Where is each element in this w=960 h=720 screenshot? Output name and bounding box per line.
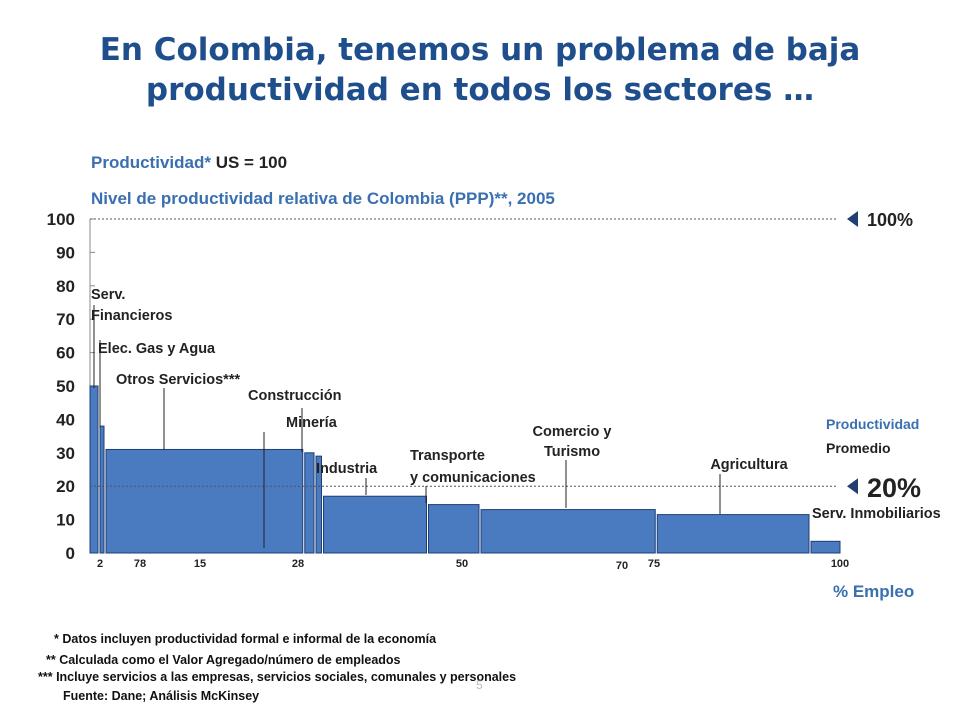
slide-title: En Colombia, tenemos un problema de baja…	[40, 30, 920, 110]
bar-label: Otros Servicios***	[116, 372, 240, 388]
footnote-source: Fuente: Dane; Análisis McKinsey	[63, 689, 260, 703]
footnote-2: ** Calculada como el Valor Agregado/núme…	[46, 653, 401, 667]
footnote-1: * Datos incluyen productividad formal e …	[54, 632, 437, 646]
y-tick-label: 50	[56, 377, 75, 396]
reference-caption-line-2: Promedio	[826, 440, 891, 456]
bar-label: y comunicaciones	[410, 470, 536, 486]
reference-label-100: 100%	[867, 210, 913, 230]
reference-label-20: 20%	[867, 473, 921, 503]
reference-arrow-20-icon	[847, 478, 858, 495]
title-line-2: productividad en todos los sectores …	[145, 72, 815, 108]
bar-label: Financieros	[91, 308, 172, 324]
y-tick-label: 10	[56, 511, 75, 530]
bar-serv-financieros	[89, 385, 99, 554]
y-tick-label: 80	[56, 277, 75, 296]
y-tick-label: 90	[56, 243, 75, 262]
bar-construcci-n	[304, 452, 315, 554]
bar-label: Industria	[316, 461, 378, 477]
subtitle-productivity-label: Productividad*	[91, 153, 211, 172]
bar-elec-gas-y-agua	[99, 425, 105, 554]
bar-label: Elec. Gas y Agua	[98, 341, 216, 357]
bar-miner-a	[315, 455, 322, 554]
subtitle-productivity-value: US = 100	[215, 153, 288, 172]
bar-label: Construcción	[248, 388, 341, 404]
x-tick-label: 50	[456, 558, 468, 570]
x-tick-label: 100	[831, 558, 849, 570]
bar-label: Serv.	[91, 287, 125, 303]
y-tick-label: 20	[56, 477, 75, 496]
x-tick-label: 78	[134, 558, 146, 570]
reference-arrow-100-icon	[847, 211, 858, 227]
bar-transporte-y-comunicaciones	[428, 504, 480, 554]
x-tick-label: 75	[648, 558, 660, 570]
bar-otros-servicios	[105, 448, 304, 554]
x-tick-label: 15	[194, 558, 206, 570]
footnote-3: *** Incluye servicios a las empresas, se…	[38, 670, 517, 684]
bar-agricultura	[656, 514, 810, 554]
y-tick-label: 0	[66, 544, 75, 563]
bar-label: Turismo	[544, 444, 600, 460]
bar-serv-inmobiliarios	[810, 540, 841, 554]
bar-label: Transporte	[410, 448, 485, 464]
y-tick-label: 100	[47, 210, 75, 229]
slide-number: 5	[476, 678, 483, 692]
bar-label: Comercio y	[533, 424, 612, 440]
chart-subtitle: Nivel de productividad relativa de Colom…	[91, 189, 555, 208]
y-tick-label: 70	[56, 310, 75, 329]
bar-comercio-y-turismo	[480, 509, 656, 554]
bar-label: Serv. Inmobiliarios	[812, 506, 941, 522]
y-tick-label: 40	[56, 410, 75, 429]
reference-caption-line-1: Productividad	[826, 416, 919, 432]
x-tick-label: 28	[292, 558, 304, 570]
x-axis-title: % Empleo	[833, 582, 914, 601]
bar-label: Agricultura	[710, 457, 788, 473]
title-line-1: En Colombia, tenemos un problema de baja	[99, 32, 861, 68]
x-tick-label: 70	[616, 560, 628, 572]
x-tick-label: 2	[97, 558, 103, 570]
bar-industria	[323, 495, 427, 554]
y-tick-label: 30	[56, 444, 75, 463]
y-tick-label: 60	[56, 344, 75, 363]
subtitle-productivity-base: Productividad* US = 100	[91, 153, 287, 173]
bar-label: Minería	[286, 415, 338, 431]
